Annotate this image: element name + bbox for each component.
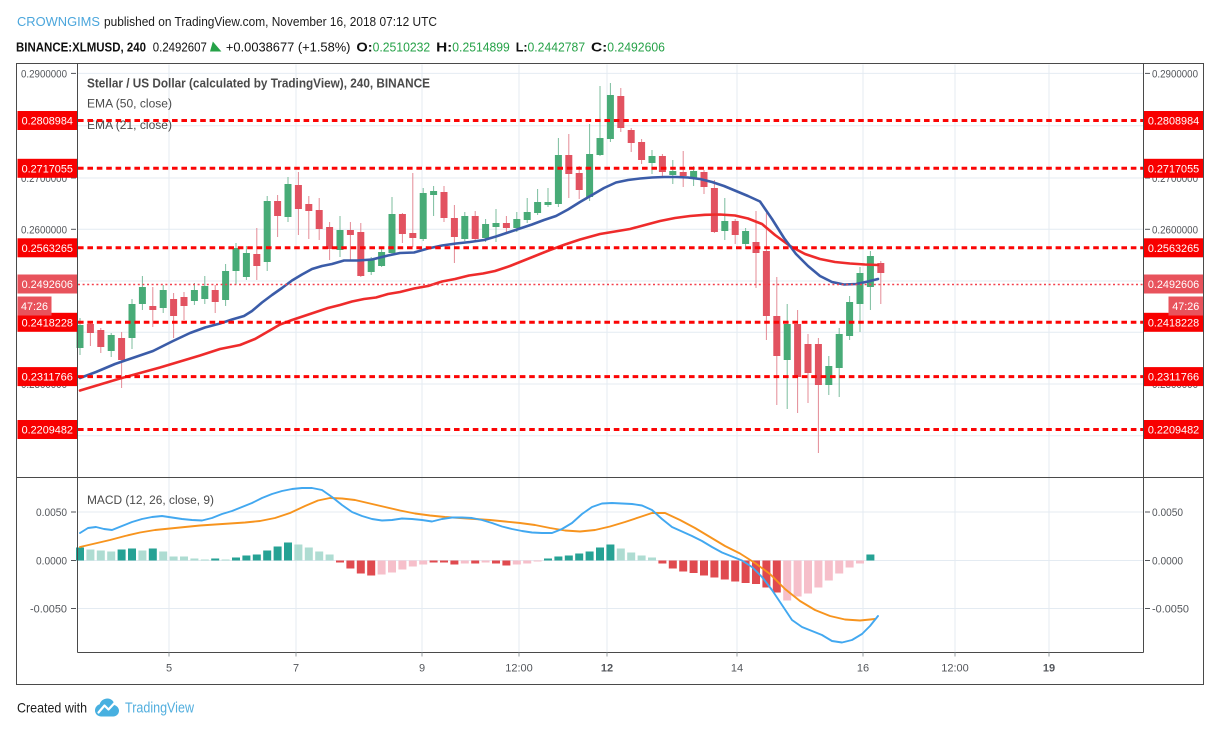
svg-text:12:00: 12:00: [941, 663, 969, 675]
svg-text:7: 7: [293, 663, 299, 675]
svg-text:0.2510232: 0.2510232: [373, 40, 431, 55]
svg-text:5: 5: [166, 663, 172, 675]
svg-text:0.2808984: 0.2808984: [22, 116, 73, 128]
svg-text:Stellar / US Dollar (calculate: Stellar / US Dollar (calculated by Tradi…: [87, 76, 430, 91]
svg-text:0.2418228: 0.2418228: [22, 317, 73, 329]
svg-text:0.2717055: 0.2717055: [1148, 163, 1199, 175]
svg-text:MACD (12, 26, close, 9): MACD (12, 26, close, 9): [87, 493, 214, 507]
svg-text:0.2209482: 0.2209482: [1148, 425, 1199, 437]
svg-text:0.2563265: 0.2563265: [22, 243, 73, 255]
svg-text:L:: L:: [516, 40, 528, 55]
svg-text:EMA (50, close): EMA (50, close): [87, 97, 172, 111]
svg-text:0.2311766: 0.2311766: [22, 372, 73, 384]
svg-text:14: 14: [731, 663, 743, 675]
svg-text:0.2418228: 0.2418228: [1148, 317, 1199, 329]
svg-text:0.2900000: 0.2900000: [1152, 68, 1198, 80]
svg-text:+0.0038677 (+1.58%): +0.0038677 (+1.58%): [226, 40, 351, 55]
svg-text:47:26: 47:26: [1172, 301, 1199, 313]
svg-text:12:00: 12:00: [505, 663, 533, 675]
svg-text:O:: O:: [356, 40, 372, 55]
svg-text:TradingView: TradingView: [125, 700, 194, 717]
svg-text:C:: C:: [591, 40, 607, 55]
svg-text:0.2492606: 0.2492606: [607, 40, 665, 55]
svg-text:0.0050: 0.0050: [36, 507, 67, 519]
svg-text:0.0000: 0.0000: [1152, 556, 1183, 568]
svg-text:Created with: Created with: [17, 700, 87, 716]
svg-text:0.2492606: 0.2492606: [1148, 279, 1199, 291]
svg-text:BINANCE:XLMUSD, 240: BINANCE:XLMUSD, 240: [16, 40, 146, 55]
svg-text:0.2514899: 0.2514899: [452, 40, 510, 55]
svg-text:9: 9: [419, 663, 425, 675]
svg-text:0.2808984: 0.2808984: [1148, 116, 1199, 128]
svg-text:0.2209482: 0.2209482: [22, 425, 73, 437]
svg-text:0.0050: 0.0050: [1152, 507, 1183, 519]
svg-text:0.2311766: 0.2311766: [1148, 372, 1199, 384]
svg-text:0.0000: 0.0000: [36, 556, 67, 568]
svg-text:0.2563265: 0.2563265: [1148, 243, 1199, 255]
svg-text:0.2442787: 0.2442787: [528, 40, 586, 55]
svg-text:-0.0050: -0.0050: [30, 604, 67, 616]
svg-text:0.2492607: 0.2492607: [153, 40, 207, 55]
svg-text:47:26: 47:26: [21, 301, 48, 313]
svg-text:0.2900000: 0.2900000: [21, 68, 67, 80]
svg-text:-0.0050: -0.0050: [1152, 604, 1189, 616]
svg-text:published on TradingView.com,: published on TradingView.com, November 1…: [104, 14, 437, 29]
svg-text:CROWNGIMS: CROWNGIMS: [17, 14, 100, 29]
svg-text:0.2492606: 0.2492606: [22, 279, 73, 291]
svg-text:12: 12: [601, 663, 613, 675]
svg-text:19: 19: [1043, 663, 1055, 675]
svg-text:0.2600000: 0.2600000: [21, 224, 67, 236]
svg-text:16: 16: [857, 663, 869, 675]
svg-text:H:: H:: [436, 40, 452, 55]
svg-text:0.2717055: 0.2717055: [22, 163, 73, 175]
svg-text:0.2600000: 0.2600000: [1152, 224, 1198, 236]
